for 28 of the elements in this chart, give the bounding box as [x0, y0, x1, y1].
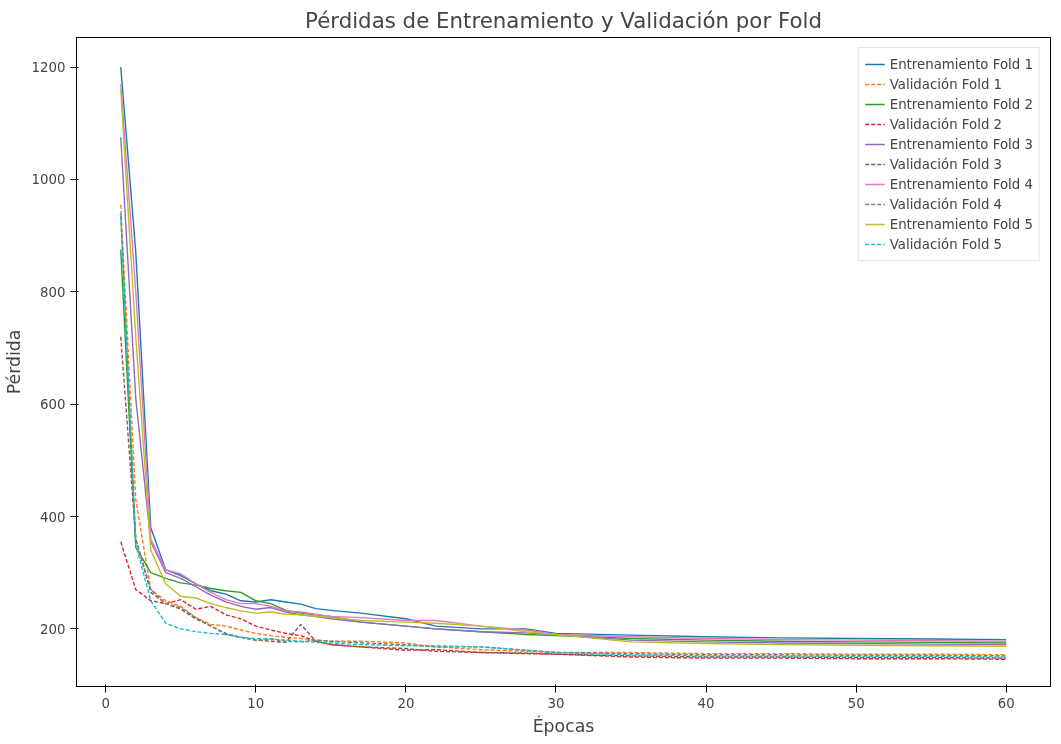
x-tick-label: 20 — [397, 695, 415, 711]
x-tick-label: 60 — [997, 695, 1015, 711]
x-axis-title: Épocas — [532, 714, 595, 736]
x-tick-label: 40 — [697, 695, 715, 711]
legend-label: Validación Fold 5 — [889, 236, 1003, 252]
y-axis-title: Pérdida — [3, 329, 24, 395]
y-tick-label: 1200 — [31, 60, 66, 75]
line-series — [120, 541, 1007, 660]
line-series — [120, 336, 1007, 659]
legend-label: Validación Fold 4 — [889, 196, 1003, 212]
y-tick-label: 800 — [40, 284, 66, 300]
legend-label: Entrenamiento Fold 1 — [889, 56, 1033, 72]
y-tick-label: 400 — [40, 509, 66, 525]
x-tick-label: 10 — [247, 695, 265, 711]
x-tick-label: 50 — [847, 695, 865, 711]
y-tick-label: 600 — [40, 397, 66, 413]
legend-label: Entrenamiento Fold 2 — [889, 96, 1033, 112]
x-tick-label: 30 — [547, 695, 565, 711]
legend-label: Validación Fold 1 — [889, 76, 1003, 92]
legend-label: Validación Fold 2 — [889, 116, 1003, 132]
legend-label: Validación Fold 3 — [889, 156, 1003, 172]
legend-label: Entrenamiento Fold 5 — [889, 216, 1033, 232]
legend-label: Entrenamiento Fold 3 — [889, 136, 1033, 152]
y-tick-label: 200 — [40, 621, 66, 637]
legend-label: Entrenamiento Fold 4 — [889, 176, 1033, 192]
y-tick-label: 1000 — [31, 172, 66, 188]
x-tick-label: 0 — [101, 695, 111, 711]
chart-title: Pérdidas de Entrenamiento y Validación por Fold — [305, 7, 822, 33]
